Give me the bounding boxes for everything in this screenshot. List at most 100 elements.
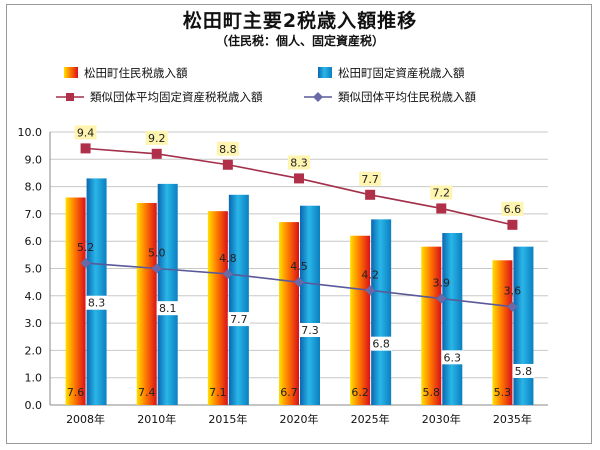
legend: 松田町住民税歳入額 松田町固定資産税歳入額 類似団体平均固定資産税税歳入額 類似…	[56, 66, 476, 104]
line-label-similar-property: 7.7	[361, 173, 379, 186]
x-tick-label: 2020年	[280, 412, 319, 426]
line-label-bg-similar-property	[145, 130, 168, 145]
bar-resident	[350, 235, 371, 405]
line-label-similar-property: 8.3	[290, 156, 308, 169]
bar-label-resident: 7.1	[209, 386, 227, 399]
bar-property	[157, 183, 178, 405]
bar-label-resident: 6.7	[280, 386, 298, 399]
bar-label-property: 6.8	[372, 338, 390, 351]
bar-resident	[136, 202, 157, 405]
bar-label-resident: 7.6	[67, 386, 85, 399]
bar-label-property: 5.8	[515, 365, 533, 378]
legend-label-similar-resident: 類似団体平均住民税歳入額	[338, 90, 476, 104]
y-tick-label: 2.0	[25, 344, 43, 357]
plot-area: 0.0 1.0 2.0 3.0 4.0 5.0 6.0 7.0 8.0 9.0 10.0 2008年 2…	[18, 125, 548, 426]
bar-resident	[207, 211, 228, 405]
line-label-similar-property: 9.2	[148, 132, 166, 145]
y-tick-label: 3.0	[25, 317, 43, 330]
marker-similar-resident	[365, 285, 376, 296]
bar-label-bg-property	[441, 350, 464, 365]
marker-similar-resident	[507, 301, 518, 312]
marker-similar-resident	[151, 263, 162, 274]
x-tick-label: 2030年	[422, 412, 461, 426]
marker-similar-resident	[436, 293, 447, 304]
marker-similar-resident	[222, 268, 233, 279]
marker-similar-property	[365, 189, 376, 200]
line-label-similar-property: 7.2	[433, 186, 451, 199]
legend-marker-similar-property	[66, 93, 74, 101]
marker-similar-property	[222, 159, 233, 170]
bar-property	[513, 246, 534, 405]
bar-label-property: 7.7	[230, 313, 248, 326]
chart-title: 松田町主要2税歳入額推移	[182, 10, 418, 32]
legend-label-similar-property: 類似団体平均固定資産税税歳入額	[90, 90, 263, 104]
marker-similar-property	[436, 203, 447, 214]
line-label-similar-resident: 5.2	[77, 241, 95, 254]
bar-property	[86, 178, 107, 405]
bar-label-bg-property	[370, 336, 393, 351]
bar-property	[300, 205, 320, 405]
marker-similar-property	[294, 173, 304, 184]
bar-property	[442, 233, 463, 405]
legend-label-property: 松田町固定資産税歳入額	[338, 66, 465, 80]
legend-label-resident: 松田町住民税歳入額	[84, 66, 188, 80]
bar-property	[228, 194, 249, 405]
x-tick-label: 2035年	[493, 412, 532, 426]
line-label-bg-similar-property	[430, 185, 453, 200]
legend-marker-similar-resident	[313, 92, 323, 102]
x-tick-label: 2025年	[351, 412, 390, 426]
line-label-similar-resident: 4.2	[361, 268, 379, 281]
bar-label-resident: 6.2	[351, 386, 369, 399]
x-tick-label: 2015年	[208, 412, 247, 426]
x-tick-label: 2010年	[137, 412, 176, 426]
marker-similar-property	[151, 148, 162, 159]
bar-resident	[65, 197, 86, 405]
bar-resident	[279, 222, 299, 405]
bar-label-property: 7.3	[301, 324, 319, 337]
legend-swatch-resident	[64, 67, 78, 78]
line-label-similar-property: 6.6	[504, 203, 522, 216]
bar-label-bg-property	[299, 323, 321, 338]
marker-similar-resident	[294, 277, 304, 288]
y-tick-label: 10.0	[18, 126, 43, 139]
line-label-similar-resident: 4.8	[219, 252, 237, 265]
bar-label-bg-property	[512, 363, 535, 378]
y-tick-label: 4.0	[25, 290, 43, 303]
line-label-similar-property: 9.4	[77, 126, 95, 139]
bar-resident	[421, 246, 442, 405]
bar-label-bg-property	[85, 295, 108, 310]
line-label-bg-similar-property	[359, 171, 382, 186]
y-tick-label: 1.0	[25, 372, 43, 385]
bar-label-bg-property	[156, 301, 179, 316]
line-label-similar-resident: 5.0	[148, 247, 166, 260]
legend-swatch-property	[318, 67, 332, 78]
line-label-bg-similar-property	[501, 201, 524, 216]
marker-similar-property	[507, 219, 518, 230]
bar-label-property: 8.1	[159, 302, 177, 315]
bar-label-resident: 7.4	[138, 386, 156, 399]
bar-label-property: 6.3	[444, 351, 462, 364]
bar-label-resident: 5.8	[423, 386, 441, 399]
bar-property	[371, 219, 392, 405]
y-tick-label: 5.0	[25, 263, 43, 276]
line-label-similar-property: 8.8	[219, 143, 237, 156]
y-tick-label: 6.0	[25, 235, 43, 248]
y-tick-label: 9.0	[25, 153, 43, 166]
y-tick-label: 7.0	[25, 208, 43, 221]
bar-label-resident: 5.3	[494, 386, 512, 399]
y-tick-label: 0.0	[25, 399, 43, 412]
marker-similar-resident	[80, 258, 91, 269]
y-tick-label: 8.0	[25, 181, 43, 194]
bar-label-bg-property	[227, 312, 250, 327]
line-label-bg-similar-property	[288, 155, 310, 170]
chart-subtitle: （住民税：個人、固定資産税）	[215, 34, 384, 48]
bar-label-property: 8.3	[88, 297, 106, 310]
x-tick-label: 2008年	[66, 412, 105, 426]
line-label-bg-similar-property	[74, 125, 97, 140]
line-label-similar-resident: 3.6	[504, 285, 522, 298]
line-label-similar-resident: 4.5	[290, 260, 308, 273]
line-label-similar-resident: 3.9	[433, 277, 451, 290]
bar-resident	[492, 260, 513, 405]
line-label-bg-similar-property	[216, 141, 239, 156]
marker-similar-property	[80, 143, 91, 154]
